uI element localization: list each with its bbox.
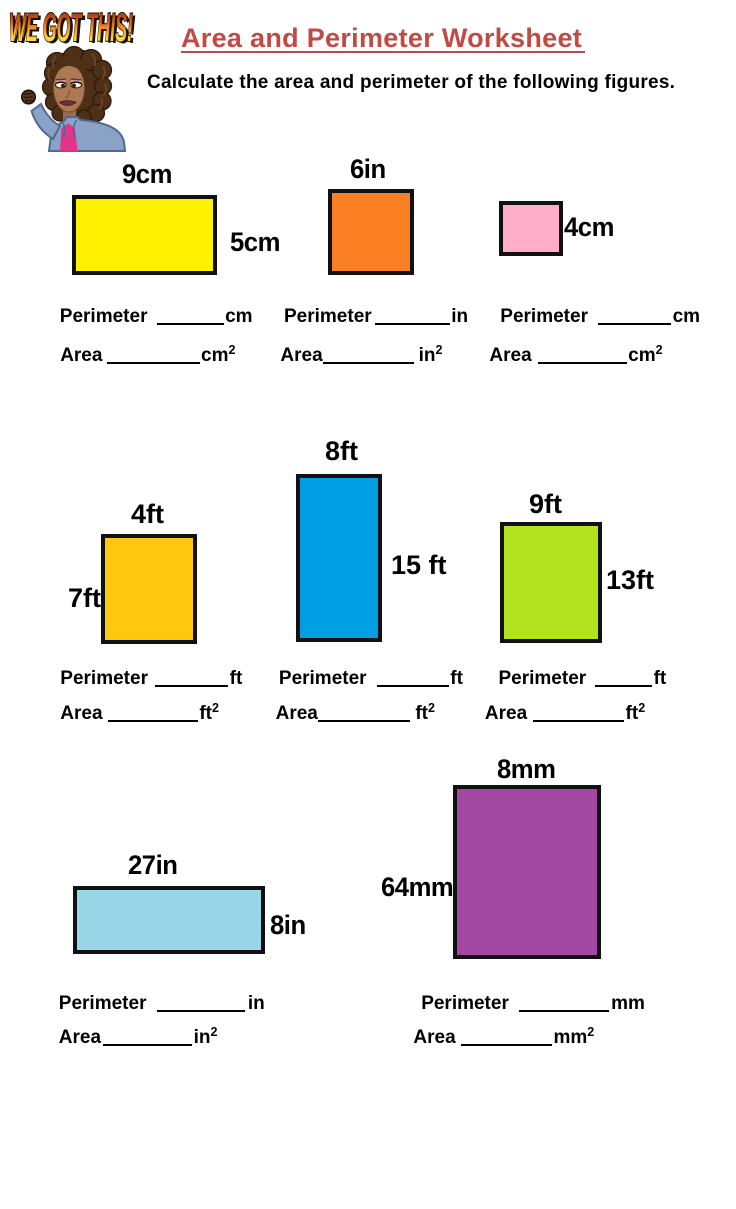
svg-text:WE GOT THIS!: WE GOT THIS! (9, 6, 133, 50)
svg-text:WE GOT THIS!: WE GOT THIS! (12, 8, 136, 52)
